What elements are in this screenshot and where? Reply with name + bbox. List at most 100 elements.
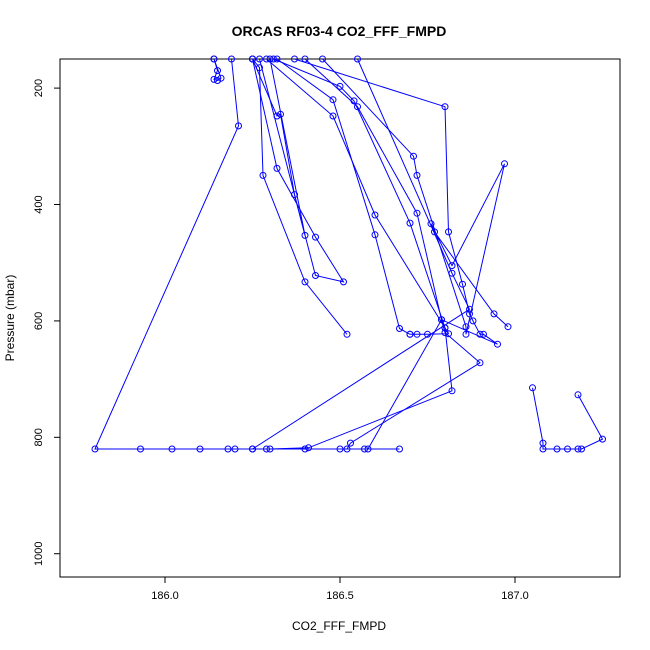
data-point [462,330,470,338]
data-point [529,384,536,392]
data-point [256,55,263,63]
data-point [427,220,435,228]
x-tick-label: 187.0 [501,590,529,602]
data-point [553,445,561,453]
x-axis: 186.0 186.5 187.0 [151,576,529,602]
data-point [312,272,319,279]
data-point [448,387,456,395]
x-axis-label: CO2_FFF_FMPD [292,619,386,633]
data-point [277,110,284,118]
x-tick-label: 186.5 [326,590,354,602]
data-point [424,330,431,338]
data-point [224,445,232,453]
data-point [231,445,239,453]
data-point [501,160,508,168]
data-point [91,445,99,453]
data-point [441,324,449,332]
y-tick-label: 200 [33,79,45,97]
data-point [263,55,270,63]
series-line [294,58,498,450]
data-point [476,330,484,338]
data-point [441,103,449,111]
data-point [214,67,221,75]
data-point [301,445,309,453]
data-point [462,323,470,331]
data-point [329,112,337,120]
data-point [312,233,319,241]
data-point [256,64,263,72]
data-point [396,325,403,332]
data-point [410,152,417,160]
data-point [305,444,312,452]
data-point [266,445,274,453]
data-point [137,445,144,453]
data-point [406,219,414,227]
data-point [466,310,473,318]
data-point [431,228,438,236]
data-point [413,209,421,217]
data-point [445,228,452,236]
data-point [564,445,571,453]
data-point [413,171,421,179]
data-point [350,97,358,105]
data-point [270,55,277,63]
data-point [459,280,466,288]
data-point [574,391,582,399]
data-point [249,55,256,63]
x-tick-label: 186.0 [151,590,179,602]
chart-title: ORCAS RF03-4 CO2_FFF_FMPD [232,23,447,39]
data-point [266,55,274,63]
data-point [413,330,421,338]
data-point [210,75,218,83]
data-point [273,55,281,63]
data-point [340,278,347,286]
data-point [329,96,337,104]
data-point [490,310,498,318]
data-point [259,171,267,179]
data-point [249,445,256,453]
data-point [168,445,176,453]
data-point [291,191,298,199]
data-point [343,445,351,453]
data-point [406,330,414,338]
data-point [273,112,281,120]
series-line [322,58,509,335]
plot-series-points [91,55,606,453]
data-point [396,445,403,453]
data-point [371,211,379,219]
data-point [448,262,456,270]
data-point [578,445,585,453]
y-axis: 200 400 600 800 1000 [33,79,61,566]
data-point [574,445,582,453]
series-line [252,58,348,335]
y-tick-label: 1000 [33,541,45,565]
data-point [599,435,606,443]
data-point [448,269,456,277]
data-point [301,231,309,239]
data-point [354,103,361,111]
data-point [291,55,298,63]
data-point [441,329,449,337]
data-point [235,122,242,130]
data-point [214,77,221,84]
data-point [494,340,501,348]
data-point [480,330,487,338]
data-point [504,323,512,331]
data-point [539,445,547,453]
data-point [445,330,452,338]
data-point [273,164,281,172]
series-line [532,387,604,450]
y-tick-label: 800 [33,428,45,446]
data-point [364,445,372,453]
data-point [196,445,204,453]
plot-series-lines [94,58,604,450]
series-line [304,58,443,450]
series-line [252,58,471,450]
y-axis-label: Pressure (mbar) [3,275,17,362]
data-point [371,231,379,239]
data-point [343,330,351,338]
data-point [217,74,225,82]
series-line [276,58,411,335]
